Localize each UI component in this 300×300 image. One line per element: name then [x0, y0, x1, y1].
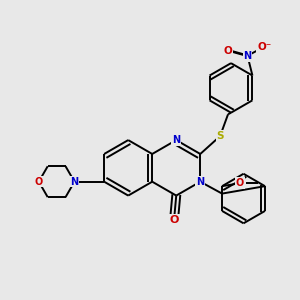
- Text: N: N: [196, 177, 204, 187]
- Text: N: N: [70, 177, 79, 187]
- Text: O: O: [236, 178, 244, 188]
- Text: S: S: [216, 131, 224, 141]
- Text: N: N: [172, 135, 180, 145]
- Text: N: N: [243, 51, 251, 61]
- Text: O⁻: O⁻: [257, 42, 272, 52]
- Text: O: O: [35, 177, 43, 187]
- Text: O: O: [169, 215, 179, 225]
- Text: O: O: [223, 46, 232, 56]
